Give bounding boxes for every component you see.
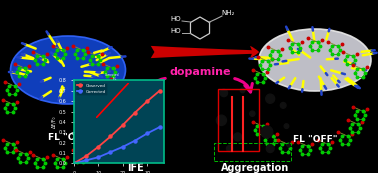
Circle shape	[284, 124, 289, 128]
Corrected	[157, 126, 162, 128]
Corrected	[71, 162, 76, 165]
Bar	[214, 143, 291, 161]
Observed	[121, 124, 125, 126]
Circle shape	[226, 145, 232, 152]
Text: Aggregation: Aggregation	[221, 163, 289, 173]
FancyArrowPatch shape	[146, 78, 165, 92]
Line: Observed: Observed	[72, 89, 161, 165]
Line: Corrected: Corrected	[72, 126, 161, 165]
Circle shape	[261, 126, 273, 138]
Observed	[84, 155, 88, 157]
Circle shape	[280, 102, 286, 108]
Y-axis label: ΔF/F₀: ΔF/F₀	[52, 116, 57, 128]
Circle shape	[234, 133, 242, 141]
Observed	[96, 146, 101, 148]
Circle shape	[240, 88, 245, 93]
Text: IFE: IFE	[127, 163, 143, 173]
Corrected	[96, 156, 101, 158]
Text: FL "ON": FL "ON"	[48, 134, 88, 143]
Observed	[71, 162, 76, 165]
Text: dopamine: dopamine	[169, 67, 231, 77]
FancyArrowPatch shape	[235, 79, 253, 92]
Legend: Observed, Corrected: Observed, Corrected	[76, 83, 107, 95]
Observed	[145, 100, 150, 102]
Bar	[218, 89, 259, 151]
Text: Corrected
    FL: Corrected FL	[105, 73, 120, 81]
Ellipse shape	[259, 29, 371, 91]
Corrected	[133, 140, 137, 142]
Corrected	[108, 151, 113, 153]
Text: FL "OFF": FL "OFF"	[293, 135, 337, 144]
Circle shape	[266, 145, 274, 153]
Circle shape	[266, 94, 275, 103]
Corrected	[84, 159, 88, 161]
Observed	[133, 112, 137, 114]
Circle shape	[287, 143, 291, 147]
Circle shape	[216, 115, 226, 125]
Text: HO: HO	[171, 28, 181, 34]
Text: NH₂: NH₂	[221, 10, 235, 16]
Circle shape	[250, 111, 255, 116]
Corrected	[121, 146, 125, 148]
Text: HO: HO	[171, 16, 181, 22]
Corrected	[145, 132, 150, 134]
Circle shape	[220, 89, 228, 97]
Ellipse shape	[11, 36, 125, 104]
Observed	[108, 135, 113, 138]
Observed	[157, 90, 162, 92]
